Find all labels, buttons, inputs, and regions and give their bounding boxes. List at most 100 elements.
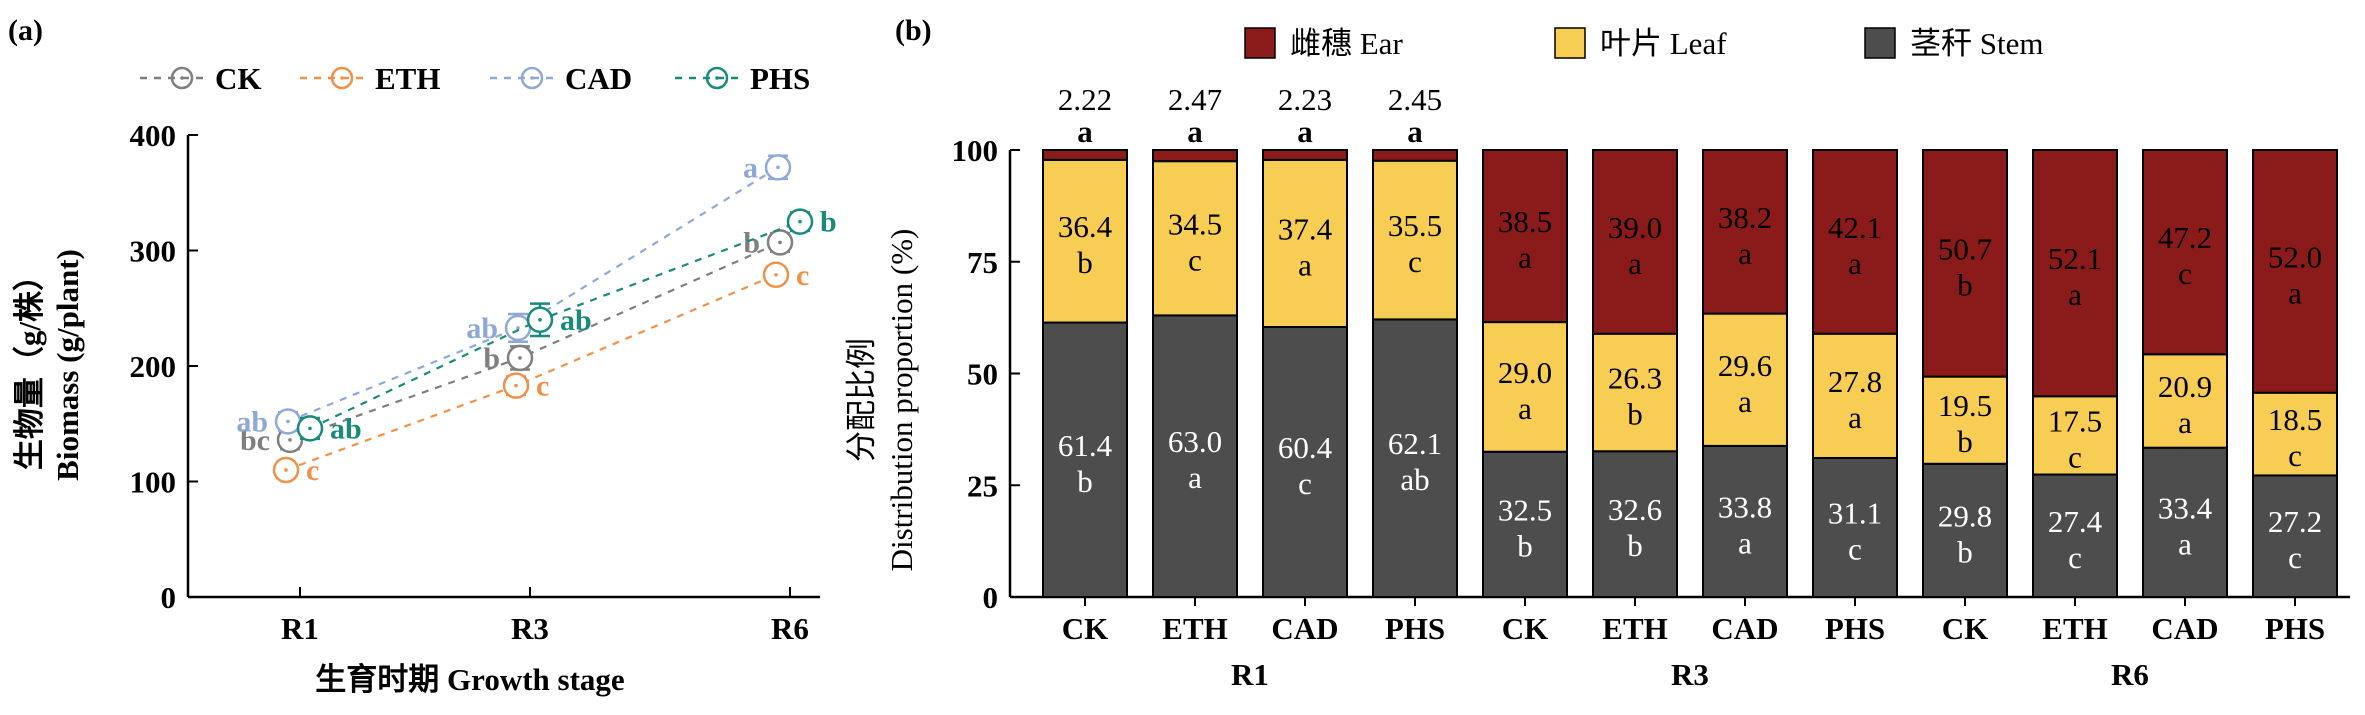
significance-letter: c — [2178, 256, 2192, 291]
data-label: 29.0 — [1498, 355, 1552, 390]
data-label: 19.5 — [1938, 388, 1992, 423]
bar-segment-stem — [1702, 444, 1788, 598]
data-label: 52.0 — [2268, 239, 2322, 274]
data-label: 38.2 — [1718, 200, 1772, 235]
bar-segment-ear — [2032, 149, 2118, 398]
panel-a-x-tick-label: R1 — [281, 611, 319, 646]
significance-letter: c — [1298, 466, 1312, 501]
data-label: 42.1 — [1828, 210, 1882, 245]
bar-segment-leaf — [1922, 375, 2008, 465]
bar-segment-ear — [1262, 149, 1348, 161]
panel-b: (b) 雌穗 Ear 叶片 Leaf 茎秆 Stem 0 25 50 75 100 CK ETH… — [844, 14, 2350, 692]
data-label: 37.4 — [1278, 211, 1333, 246]
significance-letter: c — [2288, 540, 2302, 575]
bar-segment-stem — [1482, 450, 1568, 598]
legend-marker-phs — [705, 66, 729, 90]
significance-letter: b — [1077, 464, 1093, 499]
significance-letter: c — [2068, 439, 2082, 474]
data-point-center — [516, 326, 520, 330]
legend-label: 叶片 Leaf — [1600, 26, 1727, 61]
bar-segment-ear — [2142, 149, 2228, 356]
panel-a-x-tick-label: R3 — [511, 611, 549, 646]
top-data-label: 2.47 — [1168, 82, 1222, 117]
significance-letter: c — [1188, 242, 1202, 277]
significance-letter: a — [1738, 384, 1752, 419]
bar-segment-stem — [2252, 474, 2338, 598]
data-label: 29.8 — [1938, 498, 1992, 533]
bar-segment-ear — [1152, 149, 1238, 163]
bar-segment-stem — [2032, 473, 2118, 598]
panel-b-x-tick-label: CK — [1062, 611, 1109, 646]
data-label: 62.1 — [1388, 426, 1442, 461]
panel-a-x-tick-label: R6 — [771, 611, 809, 646]
significance-letter: b — [1077, 245, 1093, 280]
significance-letter: ab — [236, 405, 268, 438]
legend-label-cad: CAD — [565, 61, 632, 96]
bar-segment-stem — [1372, 318, 1458, 598]
series-ck: bc b b — [240, 226, 794, 457]
significance-letter: a — [2178, 405, 2192, 440]
data-point-center — [538, 318, 542, 322]
bar-stack: 62.1ab 35.5c 2.45a — [1372, 82, 1458, 598]
bar-segment-leaf — [1372, 159, 1458, 321]
legend-marker-eth — [330, 66, 354, 90]
bar-segment-ear — [1042, 149, 1128, 161]
legend-label-phs: PHS — [750, 61, 810, 96]
significance-letter: c — [536, 370, 549, 403]
data-label: 34.5 — [1168, 206, 1222, 241]
panel-b-x-tick-label: CAD — [2151, 611, 2218, 646]
panel-b-x-tick-label: PHS — [2265, 611, 2325, 646]
data-label: 27.8 — [1828, 364, 1882, 399]
significance-letter: ab — [330, 412, 362, 445]
panel-b-y-tick-label: 75 — [967, 245, 998, 280]
legend-marker-dot — [180, 76, 184, 80]
top-data-label: 2.23 — [1278, 82, 1332, 117]
panel-b-y-tick-label: 100 — [952, 133, 999, 168]
bar-segment-ear — [2252, 149, 2338, 394]
data-point-center — [284, 468, 288, 472]
significance-letter: b — [1957, 267, 1973, 302]
panel-a-y-tick-label: 0 — [161, 580, 177, 615]
significance-letter: a — [1738, 525, 1752, 560]
bar-segment-stem — [1152, 314, 1238, 598]
data-point-center — [286, 419, 290, 424]
bar-segment-ear — [1812, 149, 1898, 335]
data-label: 20.9 — [2158, 369, 2212, 404]
legend-label-ck: CK — [215, 61, 262, 96]
significance-letter: a — [1188, 460, 1202, 495]
significance-letter: a — [2178, 526, 2192, 561]
significance-letter: a — [743, 151, 758, 184]
data-point-center — [518, 356, 522, 360]
panel-a-y-tick-label: 200 — [130, 349, 177, 384]
data-label: 39.0 — [1608, 210, 1662, 245]
panel-b-x-tick-label: ETH — [1602, 611, 1667, 646]
data-point-center — [308, 426, 312, 431]
panel-b-legend: 雌穗 Ear 叶片 Leaf 茎秆 Stem — [1244, 26, 2043, 61]
panel-b-x-tick-label: CAD — [1271, 611, 1338, 646]
panel-a-y-axis-title-en: Biomass (g/plant) — [50, 249, 85, 481]
significance-letter: b — [1627, 528, 1643, 563]
data-label: 61.4 — [1058, 428, 1113, 463]
significance-letter: bc — [240, 424, 270, 457]
panel-b-group-label: R1 — [1231, 657, 1269, 692]
panel-a-label: (a) — [8, 14, 43, 47]
data-label: 60.4 — [1278, 430, 1333, 465]
panel-b-y-axis-title-cn: 分配比例 — [844, 338, 879, 462]
bar-segment-leaf — [2142, 353, 2228, 449]
significance-letter: a — [1298, 247, 1312, 282]
top-significance-letter: a — [1407, 114, 1423, 149]
significance-letter: ab — [1400, 462, 1429, 497]
legend-swatch — [1864, 27, 1896, 59]
bar-segment-ear — [1372, 149, 1458, 162]
legend-marker-dot — [530, 76, 534, 80]
significance-letter: b — [743, 226, 760, 259]
significance-letter: b — [1957, 424, 1973, 459]
data-label: 63.0 — [1168, 424, 1222, 459]
